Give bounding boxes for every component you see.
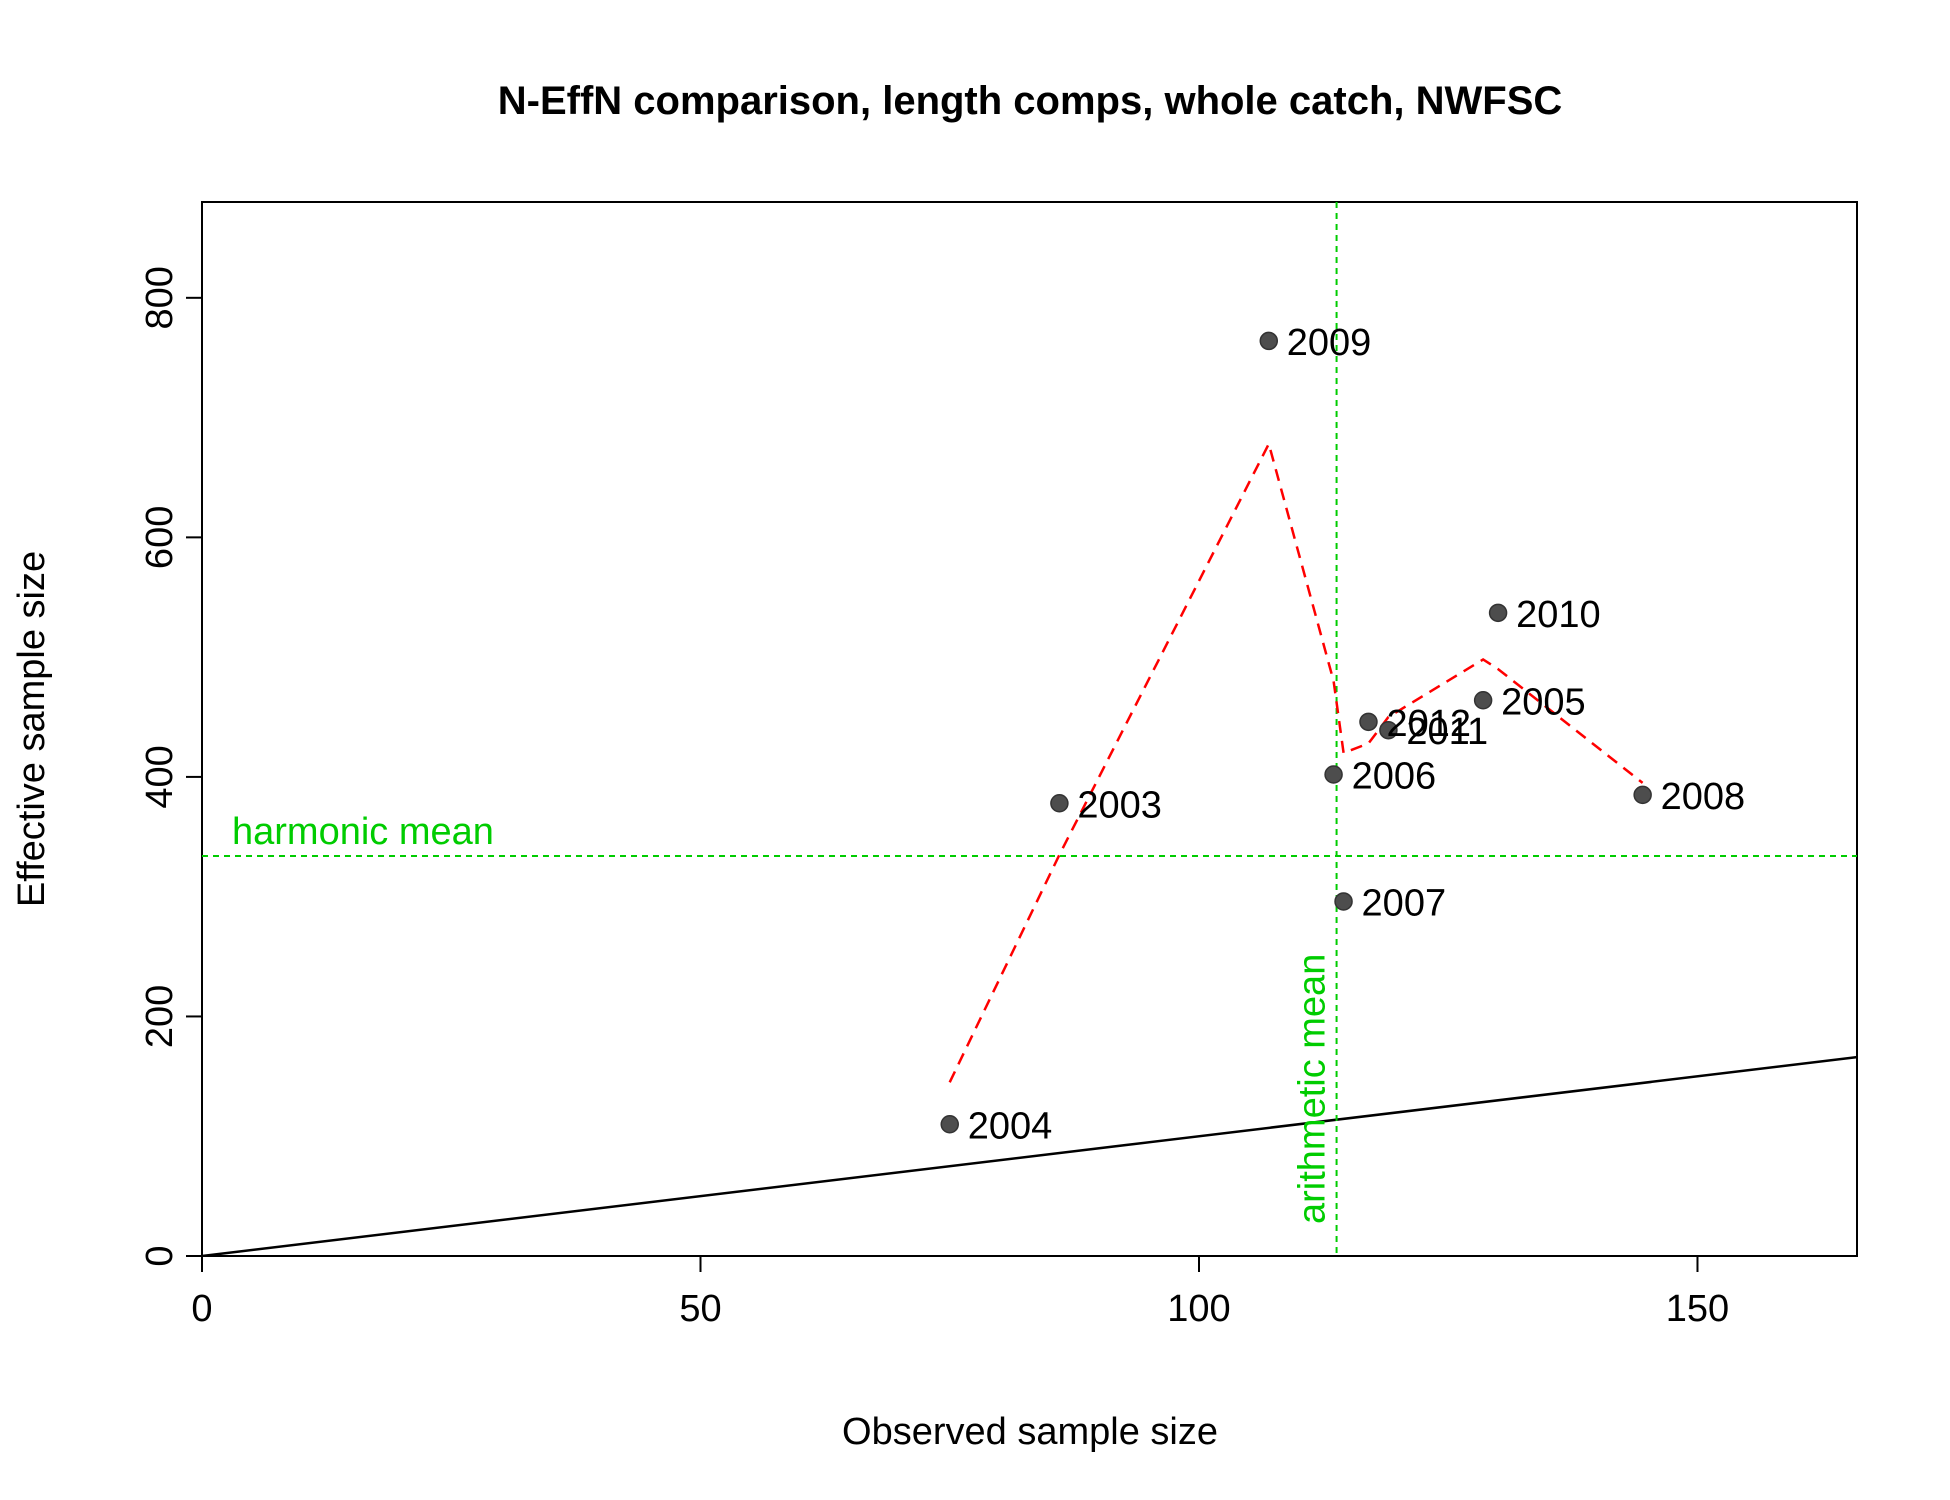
data-point [1633,785,1652,805]
data-point-label: 2011 [1406,711,1488,753]
data-point-label: 2012 [1386,703,1471,745]
y-axis: 0 200 400 600 800 [139,266,203,1267]
x-tick-label: 50 [679,1288,721,1330]
y-tick-label: 800 [139,266,181,329]
data-point [1324,765,1343,784]
data-point-label: 2009 [1287,322,1372,364]
data-point [1359,712,1378,732]
data-point-label: 2008 [1661,776,1746,818]
data-point [1259,331,1279,351]
data-point-label: 2003 [1077,784,1162,826]
harmonic-mean-label: harmonic mean [232,811,494,853]
arithmetic-mean-label: arithmetic mean [1292,954,1334,1224]
x-tick-label: 0 [191,1288,212,1330]
x-tick-label: 150 [1666,1288,1729,1330]
y-axis-label: Effective sample size [11,551,53,907]
chart-title: N-EffN comparison, length comps, whole c… [498,79,1563,123]
y-tick-label: 0 [139,1245,181,1266]
smoother-line [948,440,1644,1083]
data-point-label: 2006 [1352,756,1437,798]
data-point [1488,603,1508,623]
x-tick-label: 100 [1167,1288,1230,1330]
data-point-label: 2010 [1516,594,1601,636]
x-axis: 0 50 100 150 [191,1255,1729,1330]
data-point [940,1115,959,1134]
x-axis-label: Observed sample size [842,1411,1218,1453]
data-point [1379,720,1398,740]
y-tick-label: 400 [139,745,181,808]
plot-frame [201,201,1858,1257]
plot-area [202,202,1857,1256]
data-point-label: 2005 [1501,681,1586,723]
data-point [1473,691,1493,710]
y-tick-label: 600 [139,506,181,569]
data-point [1050,794,1069,813]
data-point [1334,892,1353,911]
one-to-one-line [202,1055,1857,1256]
data-point-label: 2004 [968,1105,1053,1147]
y-tick-label: 200 [139,985,181,1048]
data-point-label: 2007 [1362,882,1447,924]
